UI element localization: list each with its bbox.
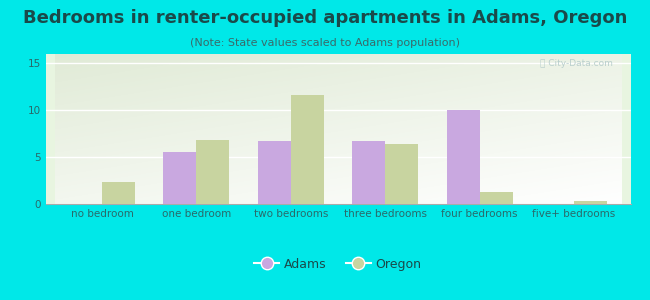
Bar: [352, 141, 385, 204]
Bar: [291, 95, 324, 204]
Bar: [480, 192, 513, 204]
Legend: Adams, Oregon: Adams, Oregon: [250, 253, 426, 276]
Bar: [447, 110, 480, 204]
Bar: [196, 140, 229, 204]
Bar: [102, 182, 135, 204]
Text: (Note: State values scaled to Adams population): (Note: State values scaled to Adams popu…: [190, 38, 460, 47]
Bar: [385, 144, 418, 204]
Bar: [258, 141, 291, 204]
Bar: [163, 152, 196, 204]
Text: Bedrooms in renter-occupied apartments in Adams, Oregon: Bedrooms in renter-occupied apartments i…: [23, 9, 627, 27]
Bar: [574, 201, 607, 204]
Text: ⓘ City-Data.com: ⓘ City-Data.com: [540, 58, 613, 68]
